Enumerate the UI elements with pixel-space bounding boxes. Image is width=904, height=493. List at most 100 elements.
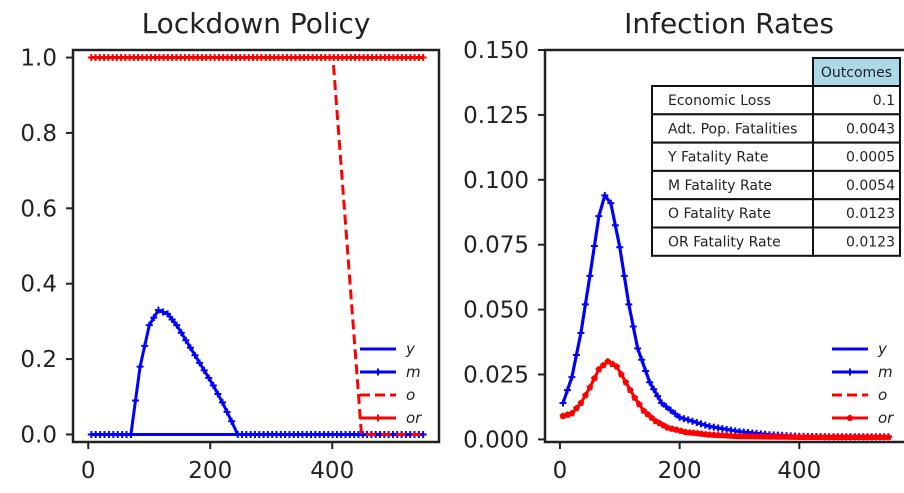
- series-or: [559, 357, 892, 440]
- table-row-label: Y Fatality Rate: [667, 150, 769, 166]
- series-m-point: [200, 366, 208, 374]
- outcomes-table: Outcomes Economic Loss 0.1 Adt. Pop. Fatali…: [651, 57, 901, 257]
- series-m-point: [671, 410, 679, 418]
- table-row-value: 0.0054: [846, 178, 895, 194]
- series-m-point: [223, 408, 231, 416]
- legend: ymo or: [360, 340, 422, 427]
- series-m-point: [688, 417, 696, 425]
- table-row: Economic Loss 0.1: [651, 85, 901, 116]
- series-m-point: [154, 306, 162, 314]
- series-m-point: [173, 321, 181, 329]
- tick-labels: 0 200 400 0.000 0.025 0.050 0.075 0.100 0.125 0.1…: [463, 38, 821, 484]
- table-header: Outcomes: [821, 65, 892, 81]
- series-m-point: [638, 356, 646, 364]
- series-m-point: [581, 300, 589, 308]
- table-header-cell: [812, 57, 901, 87]
- series-or-point: [599, 361, 607, 369]
- series-m-point: [680, 415, 688, 423]
- series-m-point: [164, 310, 172, 318]
- x-tick-label: 200: [188, 458, 232, 484]
- series-m-point: [595, 212, 603, 220]
- table-row-label: OR Fatality Rate: [668, 235, 781, 251]
- series-or-point: [582, 391, 589, 399]
- series-group: [87, 54, 427, 438]
- y-tick-label: 0.050: [463, 298, 529, 324]
- series-or-point: [419, 54, 427, 62]
- table-row-label: Economic Loss: [668, 93, 771, 109]
- series-m-point: [572, 351, 580, 359]
- legend-marker-m: [374, 368, 382, 376]
- series-group: [559, 191, 892, 441]
- panel-lockdown-policy: Lockdown Policy 0 200 400 0.0 0.2 0.4 0.6 0.8 1.…: [20, 7, 441, 484]
- series-m-point: [127, 430, 135, 438]
- series-m-point: [586, 272, 594, 280]
- series-or-point: [626, 386, 634, 393]
- table-value-cell: [812, 226, 901, 257]
- series-m-point: [654, 392, 662, 400]
- series-m-point: [568, 373, 576, 381]
- table-row-value: 0.0043: [846, 121, 895, 137]
- y-tick-label: 0.2: [20, 347, 57, 373]
- legend-label-y: y: [877, 340, 888, 358]
- series-m-point: [145, 321, 153, 329]
- y-tick-label: 0.000: [463, 427, 529, 453]
- series-m-point: [701, 421, 709, 429]
- series-or-point: [590, 374, 598, 382]
- table-label-cell: [651, 113, 814, 144]
- table-row: OR Fatality Rate 0.0123: [651, 226, 901, 257]
- series-m-point: [616, 243, 624, 251]
- series-m-point: [141, 342, 149, 350]
- y-tick-label: 0.100: [463, 168, 529, 194]
- series-m-point: [559, 399, 567, 407]
- y-tick-label: 0.025: [463, 363, 529, 389]
- series-m-point: [577, 329, 585, 337]
- table-row: M Fatality Rate 0.0054: [651, 169, 901, 201]
- series-m-point: [132, 397, 140, 405]
- series-or-point: [648, 414, 656, 421]
- table-row: O Fatality Rate 0.0123: [651, 198, 901, 229]
- legend-marker-or: [846, 414, 854, 421]
- series-m-point: [177, 329, 185, 337]
- series-or-point: [595, 365, 603, 373]
- series-m-point: [650, 385, 658, 393]
- series-m-point: [150, 314, 158, 322]
- panel-title: Infection Rates: [624, 7, 834, 40]
- series-m-point: [658, 399, 666, 407]
- y-tick-label: 0.0: [20, 422, 57, 448]
- series-m-point: [667, 406, 675, 414]
- series-or-point: [617, 370, 625, 378]
- series-m-point: [159, 308, 167, 316]
- series-m-point: [629, 322, 637, 330]
- panel-infection-rates: Infection Rates 0 200 400 0.000 0.025 0.050 0.…: [463, 7, 904, 484]
- y-tick-label: 0.8: [20, 121, 57, 147]
- series-m-point: [205, 374, 213, 382]
- y-tick-label: 0.125: [463, 103, 529, 129]
- series-m-point: [196, 359, 204, 367]
- legend-label-o: o: [406, 386, 415, 404]
- series-m-point: [218, 398, 226, 406]
- series-m-point: [676, 413, 684, 421]
- table-value-cell: [812, 198, 901, 229]
- series-or-point: [586, 383, 594, 391]
- series-m-point: [646, 378, 654, 386]
- series-m-point: [136, 363, 144, 371]
- legend-label-m: m: [878, 363, 893, 381]
- x-tick-label: 0: [81, 458, 96, 484]
- table-row: Adt. Pop. Fatalities 0.0043: [651, 113, 901, 144]
- series-o: [332, 64, 424, 436]
- series-m-point: [607, 199, 615, 207]
- series-or-point: [577, 399, 585, 406]
- series-or-point: [644, 410, 652, 418]
- legend-label-or: or: [878, 409, 894, 427]
- table-row: Y Fatality Rate 0.0005: [651, 141, 901, 172]
- series-m-point: [209, 381, 217, 389]
- series-m-point: [191, 351, 199, 359]
- plot-frame: [543, 48, 904, 444]
- series-m-point: [182, 336, 190, 344]
- series-m-point: [601, 191, 609, 199]
- series-or-point: [568, 409, 576, 417]
- x-tick-label: 200: [658, 458, 702, 484]
- table-value-cell: [812, 113, 901, 144]
- x-tick-label: 400: [777, 458, 821, 484]
